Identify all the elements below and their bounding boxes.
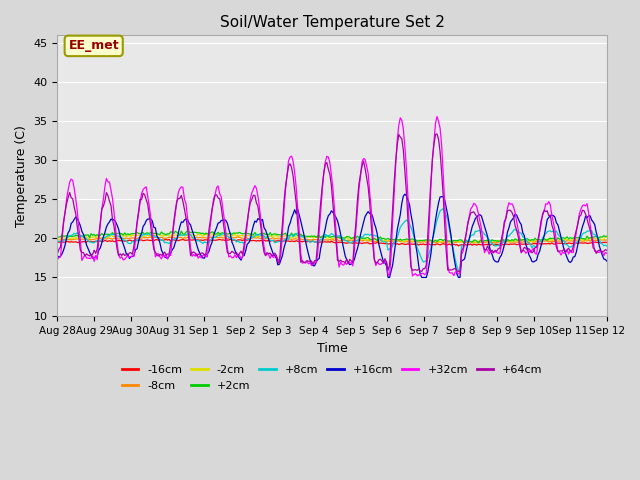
+8cm (236, 240, 243, 245)
+8cm (294, 230, 301, 236)
+2cm (121, 230, 129, 236)
-2cm (237, 233, 245, 239)
-16cm (218, 237, 225, 243)
-16cm (575, 240, 583, 246)
+64cm (121, 252, 129, 258)
-2cm (121, 232, 129, 238)
Text: EE_met: EE_met (68, 39, 119, 52)
-2cm (575, 239, 583, 244)
+64cm (454, 269, 462, 275)
-8cm (234, 234, 242, 240)
-2cm (296, 234, 303, 240)
+16cm (294, 206, 301, 212)
+2cm (54, 234, 61, 240)
+2cm (237, 230, 245, 236)
-8cm (492, 240, 499, 246)
-16cm (246, 238, 254, 244)
+32cm (54, 257, 61, 263)
+32cm (433, 114, 441, 120)
+8cm (456, 270, 464, 276)
+16cm (401, 192, 409, 197)
+32cm (236, 252, 243, 258)
+16cm (218, 217, 225, 223)
-16cm (603, 240, 611, 245)
-8cm (237, 235, 245, 241)
+8cm (218, 231, 225, 237)
-8cm (296, 236, 303, 242)
-2cm (210, 231, 218, 237)
Legend: -16cm, -8cm, -2cm, +2cm, +8cm, +16cm, +32cm, +64cm: -16cm, -8cm, -2cm, +2cm, +8cm, +16cm, +3… (117, 361, 547, 395)
Y-axis label: Temperature (C): Temperature (C) (15, 125, 28, 227)
+8cm (575, 236, 583, 241)
+16cm (384, 275, 392, 280)
-16cm (237, 237, 245, 243)
+32cm (409, 273, 417, 279)
-8cm (54, 237, 61, 242)
-2cm (54, 235, 61, 241)
Title: Soil/Water Temperature Set 2: Soil/Water Temperature Set 2 (220, 15, 445, 30)
+64cm (603, 248, 611, 253)
X-axis label: Time: Time (317, 342, 348, 355)
+32cm (575, 211, 583, 216)
-16cm (121, 239, 129, 244)
+16cm (121, 246, 129, 252)
-8cm (246, 235, 254, 241)
+2cm (474, 240, 482, 246)
+64cm (575, 214, 583, 219)
Line: +8cm: +8cm (58, 209, 607, 273)
-2cm (603, 235, 611, 240)
-16cm (454, 243, 462, 249)
+32cm (121, 256, 129, 262)
+8cm (121, 238, 129, 243)
+16cm (575, 236, 583, 241)
Line: -8cm: -8cm (58, 237, 607, 243)
+64cm (294, 222, 301, 228)
+64cm (54, 251, 61, 257)
+64cm (236, 251, 243, 256)
+16cm (245, 240, 253, 246)
+32cm (603, 251, 611, 256)
-2cm (246, 233, 254, 239)
+16cm (236, 255, 243, 261)
-8cm (121, 236, 129, 241)
+2cm (603, 233, 611, 239)
Line: +32cm: +32cm (58, 117, 607, 276)
-16cm (54, 239, 61, 245)
-2cm (219, 233, 227, 239)
+32cm (294, 206, 301, 212)
+64cm (218, 204, 225, 210)
Line: +64cm: +64cm (58, 134, 607, 272)
+64cm (245, 208, 253, 214)
+8cm (245, 236, 253, 242)
+8cm (54, 239, 61, 245)
-16cm (296, 239, 303, 245)
+32cm (245, 207, 253, 213)
Line: -2cm: -2cm (58, 234, 607, 243)
+64cm (433, 131, 441, 137)
+2cm (219, 230, 227, 236)
+2cm (296, 232, 303, 238)
+8cm (439, 206, 447, 212)
+16cm (603, 258, 611, 264)
+2cm (246, 231, 254, 237)
Line: +2cm: +2cm (58, 231, 607, 243)
-8cm (575, 238, 583, 243)
Line: -16cm: -16cm (58, 239, 607, 246)
+16cm (54, 253, 61, 259)
-8cm (218, 235, 225, 240)
+32cm (218, 194, 225, 200)
Line: +16cm: +16cm (58, 194, 607, 277)
+8cm (603, 243, 611, 249)
-16cm (227, 236, 234, 242)
-2cm (447, 240, 454, 246)
-8cm (603, 237, 611, 243)
+2cm (184, 228, 191, 234)
+2cm (575, 234, 583, 240)
